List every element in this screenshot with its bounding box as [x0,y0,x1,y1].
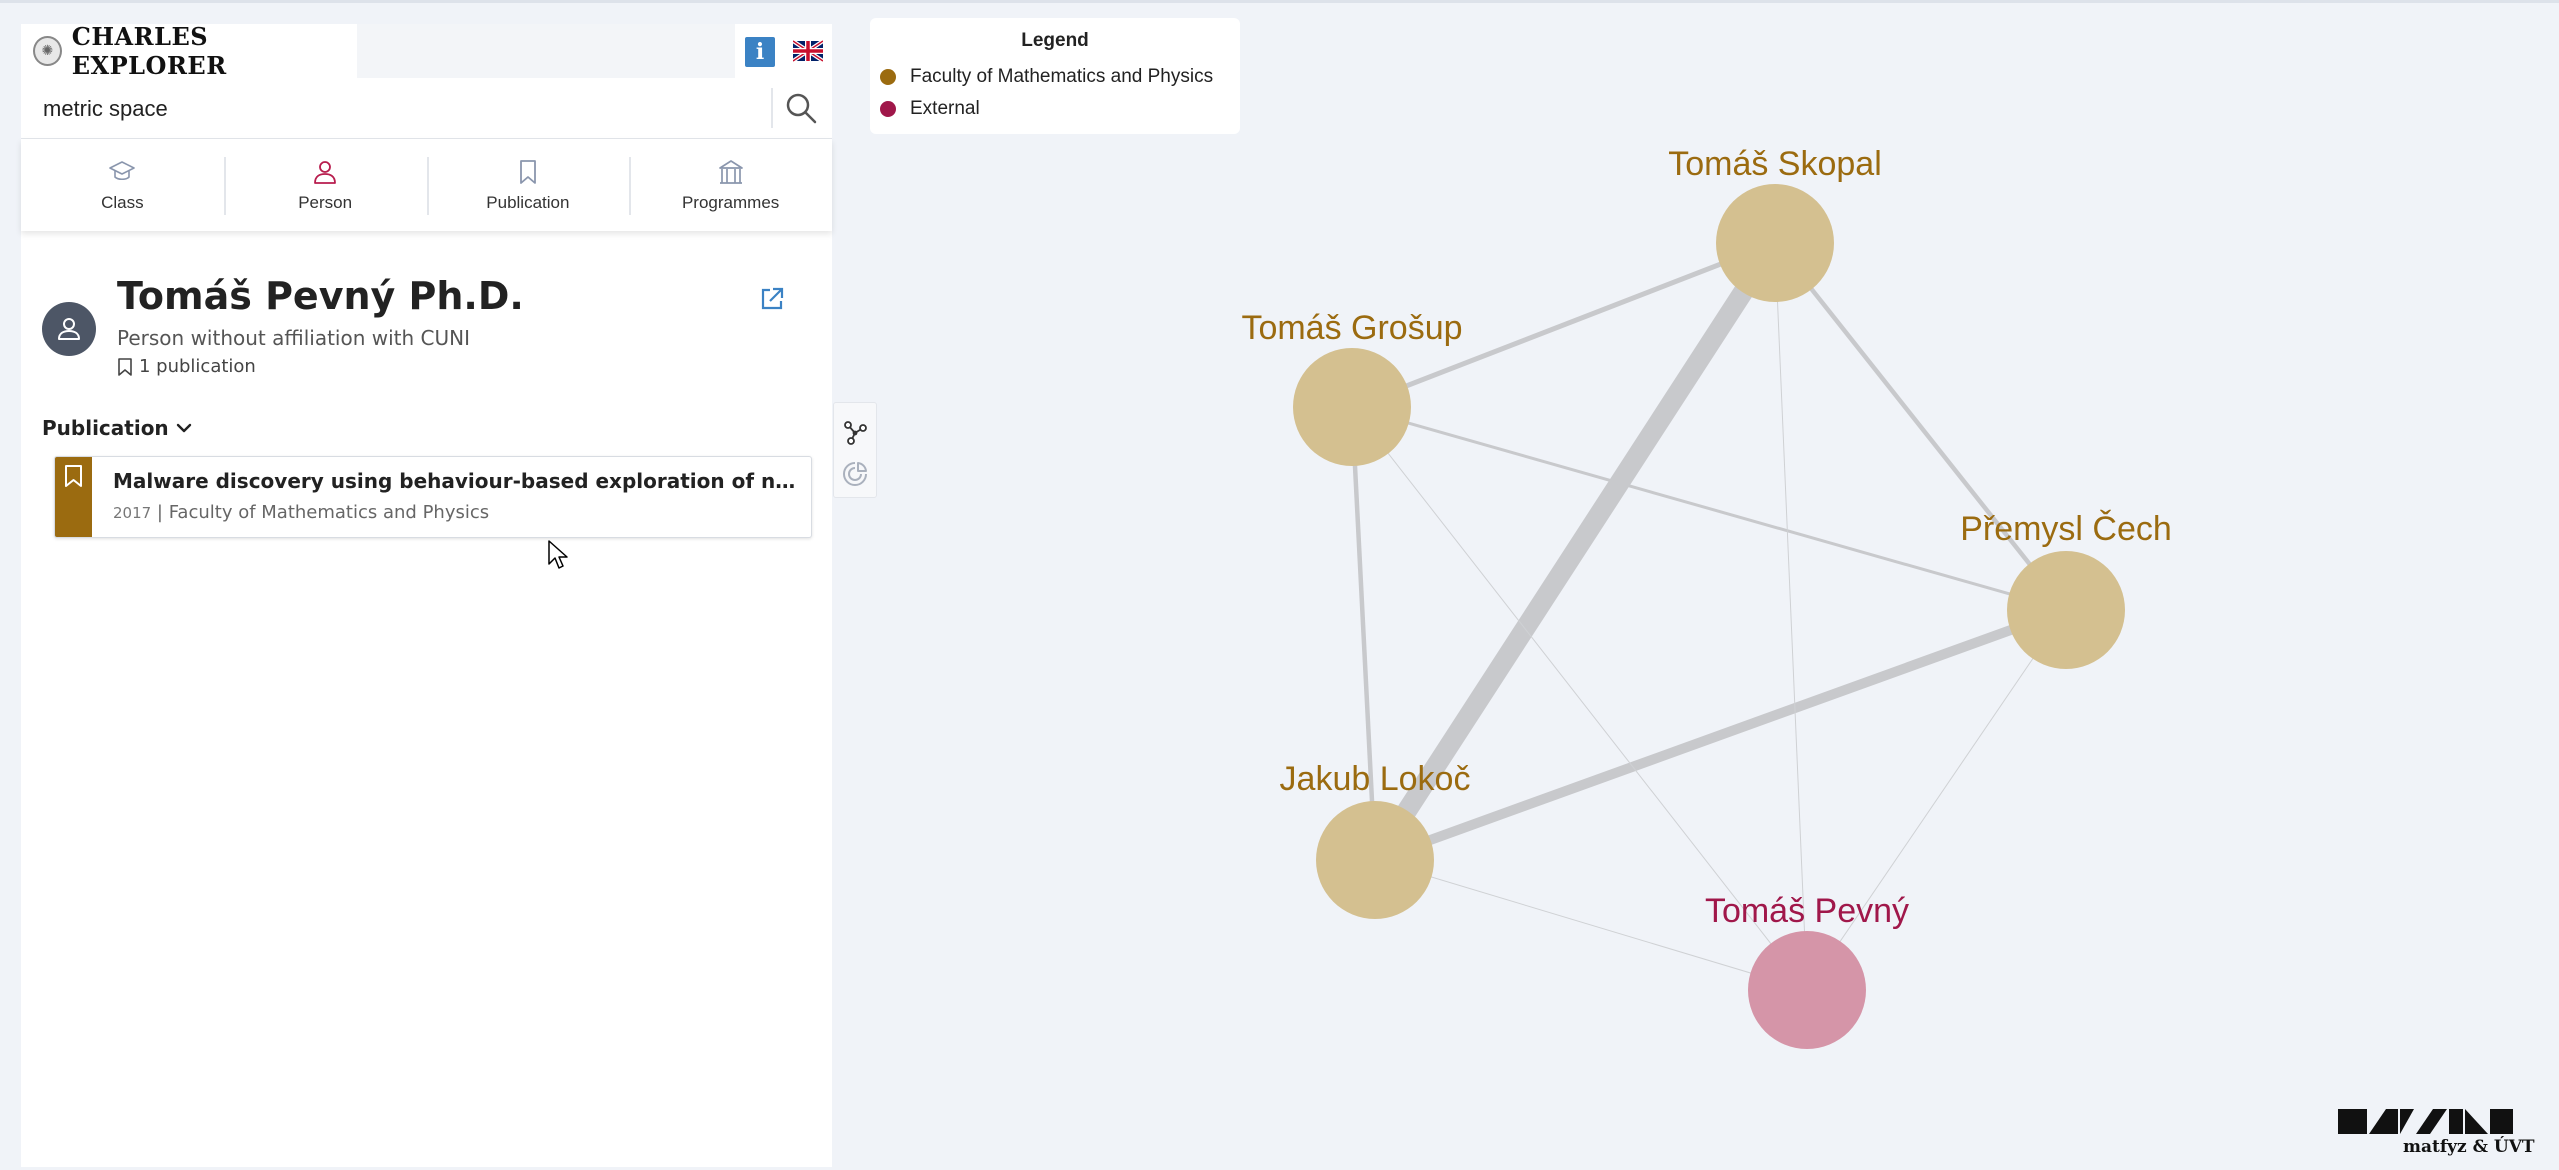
tab-programmes-label: Programmes [681,193,780,212]
legend-label-faculty: Faculty of Mathematics and Physics [910,66,1214,87]
node-lokoc[interactable] [1316,801,1434,919]
search-divider [771,88,773,128]
edge-skopal-lokoc [1366,237,1784,866]
tab-publication-label: Publication [486,193,570,212]
edge-grosup-pevny [1351,406,1808,991]
chevron-down-icon [176,423,191,433]
meta-separator: | [156,502,169,523]
publication-meta: 2017 | Faculty of Mathematics and Physic… [113,502,489,523]
node-skopal[interactable] [1716,184,1834,302]
publication-year: 2017 [113,504,152,522]
legend-item-faculty: Faculty of Mathematics and Physics [880,66,1213,88]
collaboration-graph[interactable]: Tomáš Skopal Tomáš Grošup Přemysl Čech J… [875,0,2559,1170]
tab-class-label: Class [101,193,144,212]
category-tabs: Class Person Publication Programmes [21,139,832,231]
publication-type-stripe [55,457,92,537]
top-border [0,0,2559,3]
publication-title: Malware discovery using behaviour-based … [113,469,803,493]
publication-card[interactable]: Malware discovery using behaviour-based … [54,456,812,538]
mouse-cursor-icon [548,540,568,569]
edge-cech-pevny [1806,609,2067,991]
app-logo[interactable]: ✺ CHARLES EXPLORER [21,22,357,80]
tab-publication[interactable]: Publication [426,139,630,231]
view-toggle-panel [833,402,877,498]
bookmark-icon [118,357,132,376]
person-icon [58,318,80,340]
edge-lokoc-cech [1373,605,2068,865]
edge-grosup-lokoc [1349,406,1378,861]
person-icon [314,161,337,184]
sidebar: ✺ CHARLES EXPLORER i Class [21,22,832,1167]
tab-class[interactable]: Class [21,139,224,231]
university-seal-icon: ✺ [33,36,62,66]
node-label-cech: Přemysl Čech [1960,510,2172,548]
edge-lokoc-pevny [1374,859,1808,991]
uk-flag-icon[interactable] [793,39,823,63]
graph-nodes [1293,184,2125,1049]
publication-count-text: 1 publication [139,356,256,377]
app-title: CHARLES EXPLORER [71,22,227,80]
graph-legend: Legend Faculty of Mathematics and Physic… [870,18,1240,134]
network-graph-icon[interactable] [840,417,870,447]
tab-programmes[interactable]: Programmes [629,139,832,231]
search-icon[interactable] [783,90,819,126]
node-label-grosup: Tomáš Grošup [1241,309,1462,347]
bookmark-icon [65,465,82,487]
edge-grosup-skopal [1351,240,1776,410]
node-label-lokoc: Jakub Lokoč [1280,760,1471,798]
legend-item-external: External [880,98,980,120]
avatar [42,302,96,356]
graph-edges [1349,237,2068,991]
matfyz-logo-icon [2338,1109,2513,1134]
graduation-cap-icon [109,161,136,181]
search-input[interactable] [41,90,775,128]
publication-faculty: Faculty of Mathematics and Physics [168,502,490,523]
footer-credit: matfyz & ÚVT [2403,1137,2535,1157]
edge-skopal-cech [1773,241,2068,612]
info-button[interactable]: i [745,37,775,67]
external-link-icon[interactable] [759,286,785,312]
person-affiliation: Person without affiliation with CUNI [117,326,470,350]
node-cech[interactable] [2007,551,2125,669]
pie-chart-icon[interactable] [840,459,870,489]
node-pevny[interactable] [1748,931,1866,1049]
graph-labels: Tomáš Skopal Tomáš Grošup Přemysl Čech J… [1241,145,2171,930]
bookmark-icon [519,160,536,184]
node-label-pevny: Tomáš Pevný [1705,892,1909,930]
legend-dot-faculty [880,69,896,85]
edge-grosup-cech [1351,405,2067,612]
tab-person-label: Person [298,193,353,212]
building-icon [718,160,743,184]
tab-person[interactable]: Person [223,139,427,231]
legend-dot-external [880,101,896,117]
node-label-skopal: Tomáš Skopal [1668,145,1882,183]
page-title: Tomáš Pevný Ph.D. [117,274,524,318]
publication-count: 1 publication [117,356,256,377]
publication-section-heading: Publication [42,416,169,440]
search-bar [21,78,832,139]
publication-section-toggle[interactable]: Publication [42,416,193,440]
legend-title: Legend [1021,30,1089,51]
edge-skopal-pevny [1774,242,1808,991]
node-grosup[interactable] [1293,348,1411,466]
legend-label-external: External [910,98,980,119]
